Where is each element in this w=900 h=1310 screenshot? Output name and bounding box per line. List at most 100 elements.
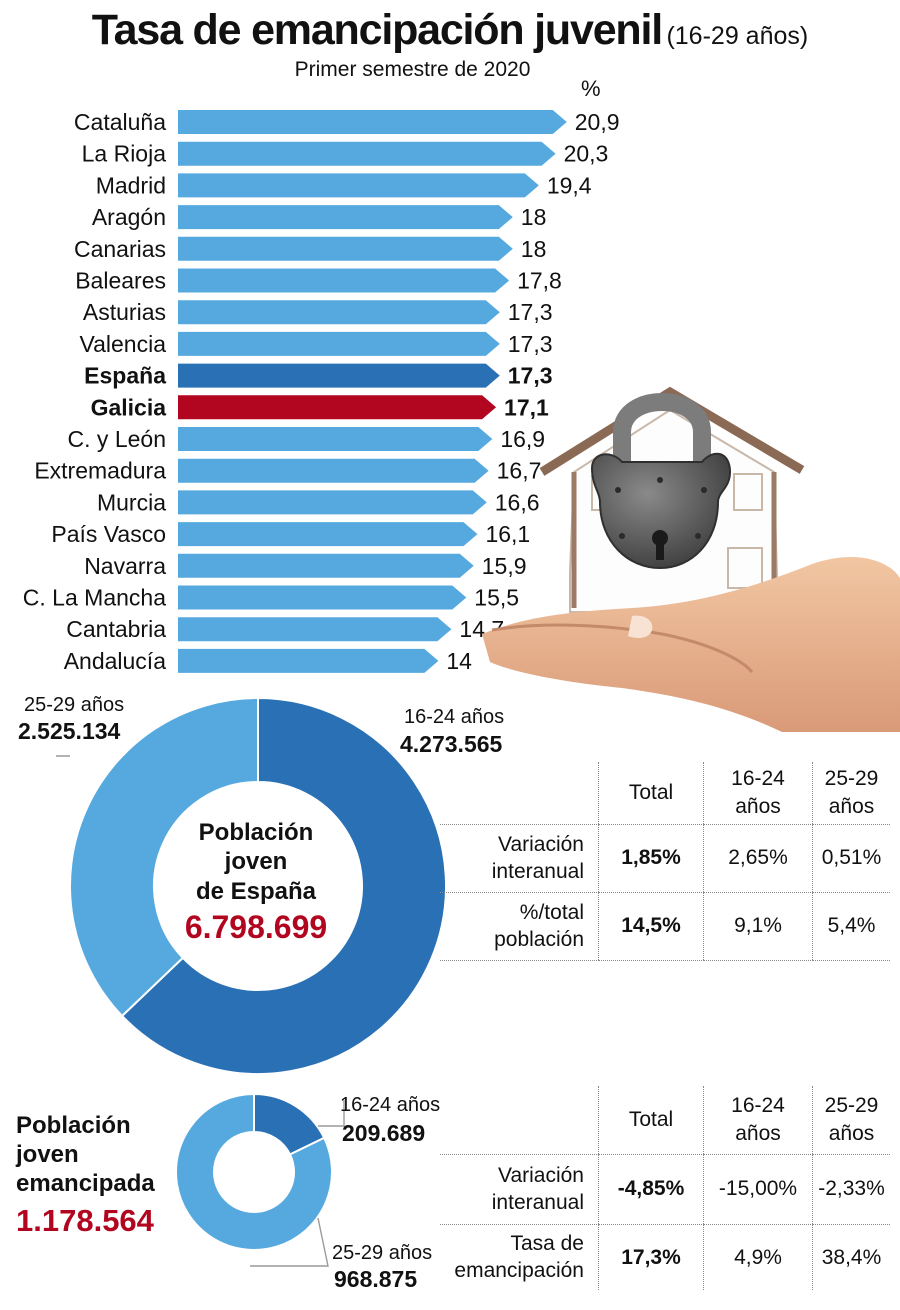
- table1-cell: 2,65%: [703, 824, 813, 893]
- bar: [178, 490, 487, 515]
- value-label: 16,1: [485, 521, 530, 547]
- emancipated-population-table: Total 16-24 años 25-29 años Variación inter…: [440, 1086, 890, 1290]
- table1-cell: 1,85%: [598, 824, 704, 893]
- donut-slice: [69, 696, 259, 1018]
- table2-row-label: Variación interanual: [440, 1154, 599, 1225]
- emancipated-population-donut: [175, 1092, 345, 1267]
- emanc-line-2: joven: [16, 1140, 79, 1168]
- table2-header-total: Total: [598, 1086, 704, 1155]
- donut-slice: [175, 1092, 333, 1251]
- value-label: 17,3: [508, 331, 553, 357]
- category-label: España: [84, 363, 166, 389]
- value-label: 15,5: [474, 585, 519, 611]
- bar: [178, 331, 500, 356]
- category-label: Galicia: [91, 394, 167, 420]
- chart-subtitle: Primer semestre de 2020: [294, 58, 531, 81]
- table2-header-spacer: [440, 1086, 599, 1155]
- category-label: C. La Mancha: [23, 585, 166, 611]
- category-label: Cataluña: [74, 109, 166, 135]
- table2-cell: 38,4%: [812, 1224, 890, 1290]
- donut1-center-line-3: de España: [195, 877, 317, 905]
- table2-cell: -15,00%: [703, 1154, 813, 1225]
- table1-header-total: Total: [598, 762, 704, 825]
- table1-cell: 14,5%: [598, 892, 704, 961]
- table2-cell: -4,85%: [598, 1154, 704, 1225]
- bar: [178, 110, 567, 134]
- donut1-center-line-2: joven: [224, 848, 288, 876]
- value-label: 16,6: [495, 489, 540, 515]
- emanc-line-1: Población: [16, 1112, 131, 1139]
- donut1-total: 6.798.699: [184, 908, 328, 945]
- table1-cell: 0,51%: [812, 824, 890, 893]
- donut1-value-16-24: 4.273.565: [400, 731, 503, 757]
- bar: [178, 648, 439, 673]
- category-label: Canarias: [74, 236, 166, 262]
- donut1-value-25-29: 2.525.134: [18, 718, 121, 744]
- unit-label: %: [581, 76, 601, 101]
- value-label: 17,1: [504, 394, 549, 420]
- donut1-label-16-24: 16-24 años: [404, 706, 505, 728]
- donut1-center-label: Población joven de España 6.798.699: [166, 818, 346, 947]
- value-label: 17,3: [508, 299, 553, 325]
- category-label: Murcia: [97, 489, 166, 515]
- chart-title: Tasa de emancipación juvenil (16-29 años…: [0, 6, 900, 55]
- leader-line: [56, 755, 70, 757]
- bar: [178, 141, 556, 166]
- table2-cell: 4,9%: [703, 1224, 813, 1290]
- table1-header-spacer: [440, 762, 599, 825]
- value-label: 20,3: [564, 141, 609, 167]
- bar: [178, 363, 500, 388]
- donut1-label-25-29: 25-29 años: [24, 694, 125, 716]
- emancipated-population-label: Población joven emancipada 1.178.564: [16, 1112, 155, 1240]
- leader-line: [318, 1100, 345, 1127]
- category-label: Madrid: [96, 172, 166, 198]
- table1-header-16-24: 16-24 años: [703, 762, 813, 825]
- value-label: 15,9: [482, 553, 527, 579]
- category-label: La Rioja: [82, 141, 167, 167]
- bar: [178, 585, 467, 610]
- category-label: Baleares: [75, 268, 166, 294]
- table1-cell: 9,1%: [703, 892, 813, 961]
- donut2-label-25-29: 25-29 años: [332, 1242, 433, 1264]
- bar: [178, 395, 497, 420]
- value-label: 16,9: [500, 426, 545, 452]
- bar: [178, 522, 478, 547]
- emanc-line-3: emancipada: [16, 1169, 155, 1197]
- table1-header-25-29: 25-29 años: [812, 762, 890, 825]
- emanc-total: 1.178.564: [16, 1203, 154, 1239]
- table1-row-label: Variación interanual: [440, 824, 599, 893]
- category-label: Valencia: [79, 331, 166, 357]
- bar: [178, 617, 452, 642]
- category-label: Extremadura: [34, 458, 166, 484]
- donut2-value-25-29: 968.875: [334, 1266, 418, 1292]
- leader-line: [250, 1217, 329, 1267]
- bar: [178, 236, 513, 261]
- value-label: 14: [446, 648, 472, 674]
- bar: [178, 173, 539, 198]
- donut2-label-16-24: 16-24 años: [340, 1094, 441, 1116]
- value-label: 18: [521, 204, 547, 230]
- donut2-value-16-24: 209.689: [342, 1120, 426, 1146]
- table2-cell: -2,33%: [812, 1154, 890, 1225]
- donut1-center-line-1: Población: [198, 819, 314, 846]
- value-label: 19,4: [547, 172, 592, 198]
- bar: [178, 553, 474, 578]
- category-label: Navarra: [84, 553, 166, 579]
- table2-row-label: Tasa de emancipación: [454, 1231, 584, 1283]
- padlock-house-in-hand-icon: [482, 386, 900, 732]
- table2-header-25-29: 25-29 años: [812, 1086, 890, 1155]
- category-label: Asturias: [83, 299, 166, 325]
- table1-cell: 5,4%: [812, 892, 890, 961]
- bar: [178, 458, 489, 483]
- bar: [178, 268, 510, 293]
- donut-slice: [120, 696, 447, 1075]
- title-main: Tasa de emancipación juvenil: [91, 6, 663, 54]
- value-label: 17,8: [517, 268, 562, 294]
- category-label: Andalucía: [64, 648, 167, 674]
- category-label: C. y León: [68, 426, 166, 452]
- value-label: 16,7: [497, 458, 542, 484]
- title-age-range: (16-29 años): [666, 22, 809, 50]
- young-population-table: Total 16-24 años 25-29 años Variación inter…: [440, 762, 890, 961]
- bar: [178, 300, 500, 325]
- category-label: Aragón: [92, 204, 166, 230]
